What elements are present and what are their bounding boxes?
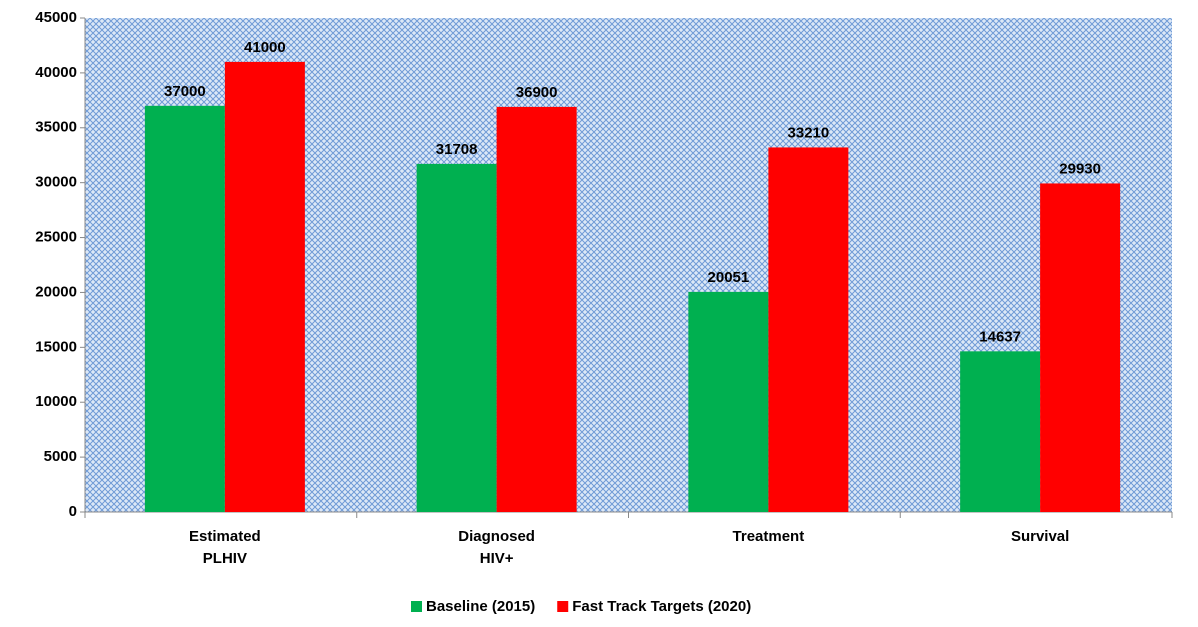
bar [768,147,849,513]
bar [1040,183,1121,512]
legend-swatch [557,601,569,612]
data-label: 37000 [164,83,206,100]
y-tick-label: 35000 [35,119,77,136]
y-tick-label: 20000 [35,283,77,300]
y-tick-label: 40000 [35,64,77,81]
bar [960,351,1041,512]
x-tick-label: Survival [1011,528,1069,545]
legend-label: Fast Track Targets (2020) [572,598,751,615]
data-label: 20051 [708,269,750,286]
data-label: 33210 [788,124,830,141]
x-tick-label: Estimated PLHIV [189,528,261,567]
data-label: 31708 [436,141,478,158]
x-tick-label: Treatment [733,528,805,545]
y-tick-label: 25000 [35,229,77,246]
x-tick-label: Diagnosed HIV+ [458,528,535,567]
data-label: 41000 [244,39,286,56]
y-tick-label: 15000 [35,338,77,355]
data-label: 36900 [516,84,558,101]
y-tick-label: 10000 [35,393,77,410]
legend-label: Baseline (2015) [426,598,535,615]
data-label: 29930 [1059,160,1101,177]
y-tick-label: 5000 [44,448,77,465]
y-tick-label: 45000 [35,9,77,26]
bar [224,61,305,513]
bar [416,163,497,512]
bar [688,291,769,512]
y-tick-label: 0 [69,503,77,520]
bar [496,106,577,513]
bar [144,105,225,513]
y-tick-label: 30000 [35,174,77,191]
data-label: 14637 [979,328,1021,345]
legend-swatch [411,601,422,612]
